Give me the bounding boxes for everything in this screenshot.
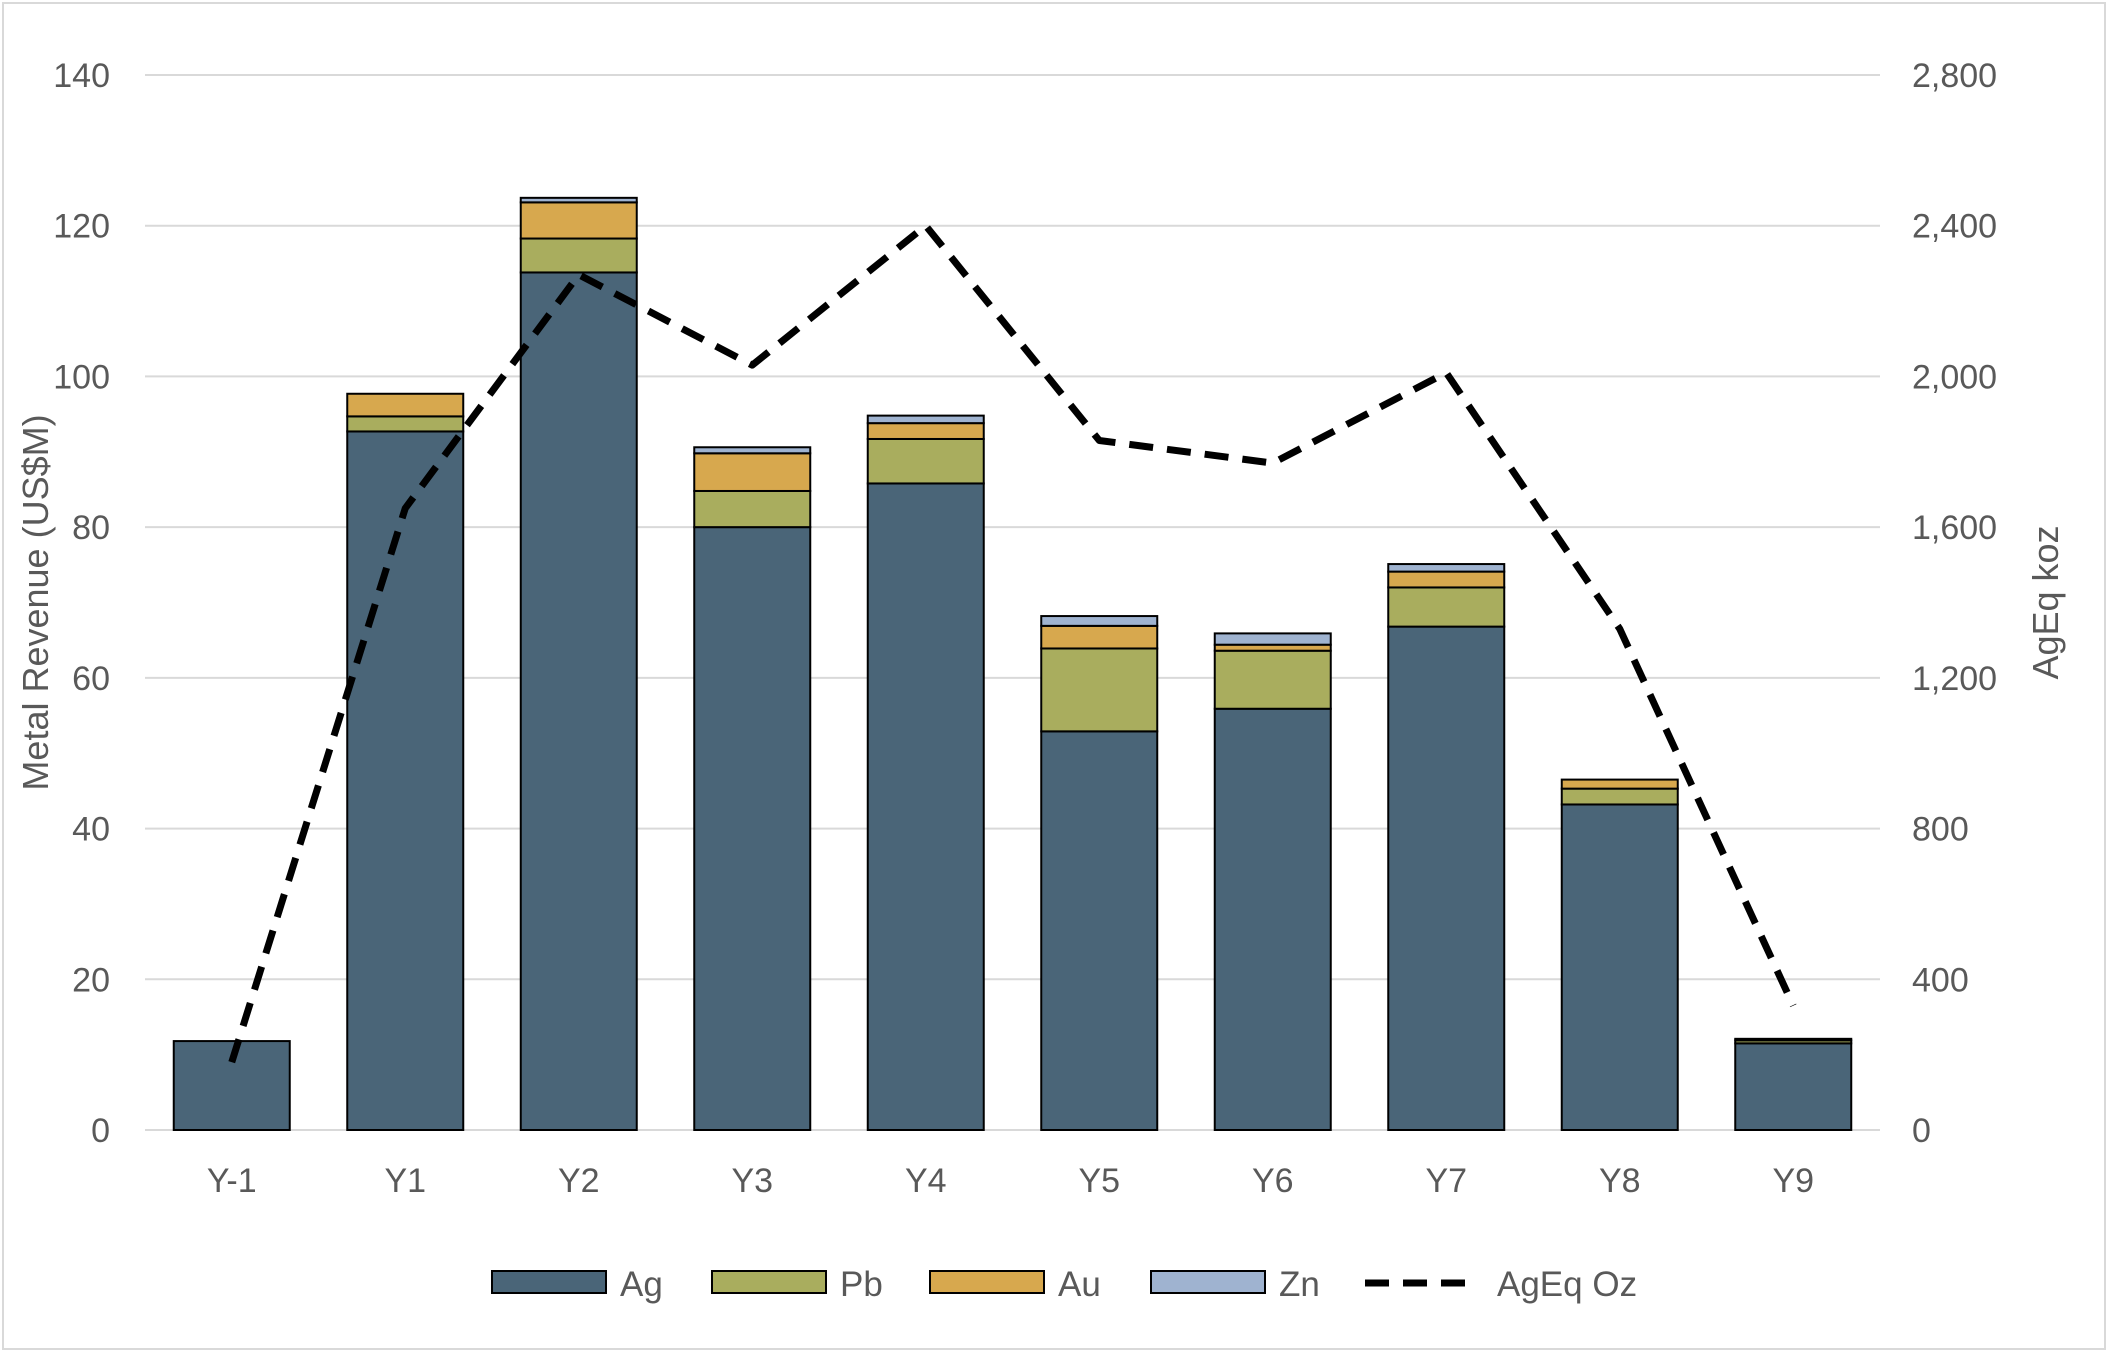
bar-segment-ag: [346, 430, 465, 1132]
bar-segment-zn: [519, 196, 638, 204]
bar-segment-pb: [1213, 649, 1332, 710]
line-series: [228, 222, 1797, 1064]
y-tick-label: 20: [72, 961, 110, 999]
legend-label-pb: Pb: [840, 1265, 883, 1304]
bar-segment-pb: [519, 237, 638, 274]
bar-segment-pb: [693, 489, 812, 529]
y-tick-label: 140: [53, 57, 110, 95]
y2-tick-label: 1,600: [1912, 509, 1997, 547]
bar-segment-zn: [693, 446, 812, 455]
bar-segment-zn: [1040, 615, 1159, 627]
bar-segment-zn: [1387, 563, 1506, 573]
y2-tick-label: 2,400: [1912, 208, 1997, 246]
legend-label-au: Au: [1058, 1265, 1101, 1304]
bar-segment-ag: [519, 271, 638, 1131]
y2-tick-label: 2,800: [1912, 57, 1997, 95]
bar-segment-au: [1387, 570, 1506, 589]
bar-segment-au: [346, 392, 465, 418]
bar-segment-pb: [1560, 787, 1679, 806]
y-tick-label: 80: [72, 509, 110, 547]
bar-segment-ag: [866, 482, 985, 1131]
y2-tick-label: 0: [1912, 1112, 1931, 1150]
bar-segment-zn: [866, 414, 985, 425]
legend-swatch-pb: [711, 1270, 827, 1294]
bar-segment-ag: [1040, 730, 1159, 1131]
bar-segment-pb: [1387, 586, 1506, 628]
bar-segment-au: [1560, 778, 1679, 790]
y-tick-label: 120: [53, 208, 110, 246]
bar-segment-au: [866, 422, 985, 440]
y-tick-label: 0: [91, 1112, 110, 1150]
legend-label-ag: Ag: [620, 1265, 663, 1304]
bar-segment-pb: [1040, 647, 1159, 733]
y2-axis-title: AgEq koz: [2025, 525, 2066, 679]
bar-segment-ag: [1387, 625, 1506, 1131]
y-tick-label: 100: [53, 358, 110, 396]
bar-segment-ag: [693, 526, 812, 1131]
x-tick-label: Y2: [558, 1162, 600, 1200]
y2-tick-label: 400: [1912, 961, 1969, 999]
bar-segment-pb: [346, 415, 465, 433]
x-tick-label: Y8: [1599, 1162, 1641, 1200]
x-tick-label: Y9: [1772, 1162, 1814, 1200]
legend: Ag Pb Au Zn AgEq Oz: [491, 1265, 1637, 1304]
bar-segment-au: [1040, 624, 1159, 650]
bar-segment-zn: [1734, 1037, 1853, 1042]
bar-segment-ag: [1213, 707, 1332, 1132]
y2-tick-label: 800: [1912, 811, 1969, 849]
x-tick-label: Y1: [384, 1162, 426, 1200]
legend-swatch-au: [929, 1270, 1045, 1294]
bar-segment-ag: [1560, 803, 1679, 1131]
x-tick-label: Y5: [1078, 1162, 1120, 1200]
y2-tick-label: 2,000: [1912, 358, 1997, 396]
bars: [172, 196, 1853, 1132]
bar-segment-au: [693, 452, 812, 492]
x-tick-label: Y6: [1252, 1162, 1294, 1200]
x-tick-label: Y3: [731, 1162, 773, 1200]
x-axis-ticks: Y-1 Y1 Y2 Y3 Y4 Y5 Y6 Y7 Y8 Y9: [207, 1162, 1814, 1200]
y-axis-title: Metal Revenue (US$M): [15, 414, 56, 790]
y2-tick-label: 1,200: [1912, 660, 1997, 698]
legend-label-zn: Zn: [1279, 1265, 1320, 1304]
legend-label-ageq: AgEq Oz: [1497, 1265, 1637, 1304]
y-axis-ticks: 0 20 40 60 80 100 120 140: [53, 57, 110, 1150]
agEq-line: [228, 222, 1797, 1064]
bar-segment-au: [519, 201, 638, 240]
y-tick-label: 40: [72, 811, 110, 849]
x-tick-label: Y-1: [207, 1162, 257, 1200]
x-tick-label: Y7: [1425, 1162, 1467, 1200]
legend-swatch-zn: [1150, 1270, 1266, 1294]
y2-axis-ticks: 0 400 800 1,200 1,600 2,000 2,400 2,800: [1912, 57, 1997, 1150]
bar-segment-pb: [866, 437, 985, 485]
legend-swatch-ag: [491, 1270, 607, 1294]
bar-segment-zn: [1213, 632, 1332, 646]
y-tick-label: 60: [72, 660, 110, 698]
bar-segment-ag: [1734, 1042, 1853, 1131]
x-tick-label: Y4: [905, 1162, 947, 1200]
